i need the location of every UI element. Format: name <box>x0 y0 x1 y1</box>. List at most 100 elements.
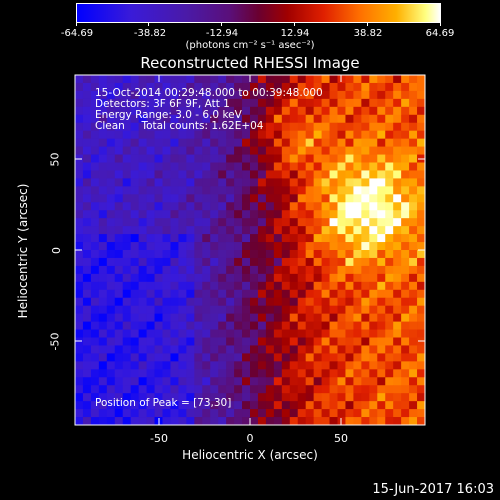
heatmap-cell <box>369 178 378 187</box>
heatmap-cell <box>226 401 235 410</box>
heatmap-cell <box>369 345 378 354</box>
heatmap-cell <box>186 297 195 307</box>
heatmap-cell <box>369 321 378 330</box>
heatmap-cell <box>106 313 116 322</box>
heatmap-cell <box>170 401 179 410</box>
heatmap-cell <box>329 321 338 330</box>
heatmap-cell <box>273 90 283 100</box>
heatmap-cell <box>114 82 124 92</box>
heatmap-cell <box>361 122 370 132</box>
heatmap-cell <box>305 146 315 155</box>
heatmap-cell <box>75 281 84 291</box>
heatmap-cell <box>98 138 108 147</box>
heatmap-cell <box>313 417 322 425</box>
heatmap-cell <box>305 90 315 100</box>
heatmap-cell <box>178 353 187 362</box>
heatmap-cell <box>82 90 92 100</box>
heatmap-cell <box>75 417 84 425</box>
heatmap-cell <box>194 106 203 116</box>
heatmap-cell <box>361 409 370 418</box>
heatmap-cell <box>106 90 116 100</box>
heatmap-cell <box>265 170 275 179</box>
heatmap-cell <box>138 289 147 299</box>
heatmap-cell <box>162 265 171 275</box>
heatmap-cell <box>210 114 219 124</box>
heatmap-cell <box>417 138 425 147</box>
heatmap-cell <box>289 265 299 275</box>
heatmap-cell <box>313 369 322 378</box>
heatmap-cell <box>226 234 235 243</box>
heatmap-cell <box>178 305 187 315</box>
heatmap-cell <box>130 329 140 338</box>
heatmap-cell <box>154 210 163 219</box>
heatmap-cell <box>75 138 84 147</box>
heatmap-cell <box>385 401 394 410</box>
heatmap-cell <box>82 337 92 346</box>
heatmap-cell <box>289 242 299 251</box>
heatmap-cell <box>162 146 171 155</box>
heatmap-cell <box>154 257 163 267</box>
heatmap-cell <box>122 257 132 267</box>
heatmap-cell <box>186 385 195 394</box>
heatmap-cell <box>257 242 267 251</box>
heatmap-cell <box>250 401 259 410</box>
heatmap-cell <box>353 90 362 100</box>
heatmap-cell <box>146 218 155 227</box>
heatmap-cell <box>186 305 195 315</box>
heatmap-cell <box>130 377 140 386</box>
heatmap-cell <box>353 369 362 378</box>
heatmap-cell <box>226 202 235 211</box>
heatmap-cell <box>305 106 315 116</box>
heatmap-cell <box>82 202 92 211</box>
heatmap-cell <box>345 329 354 338</box>
heatmap-cell <box>75 242 84 251</box>
heatmap-cell <box>281 289 291 299</box>
heatmap-cell <box>313 218 322 227</box>
heatmap-cell <box>409 337 418 346</box>
heatmap-cell <box>273 186 283 195</box>
heatmap-cell <box>401 138 410 147</box>
heatmap-cell <box>90 273 100 283</box>
heatmap-cell <box>417 401 425 410</box>
heatmap-cell <box>106 75 116 84</box>
heatmap-cell <box>369 369 378 378</box>
heatmap-cell <box>377 178 386 187</box>
heatmap-cell <box>130 130 140 140</box>
heatmap-cell <box>170 138 179 147</box>
heatmap-cell <box>218 377 227 386</box>
heatmap-cell <box>385 297 394 307</box>
heatmap-cell <box>353 305 362 315</box>
heatmap-cell <box>321 138 330 147</box>
heatmap-cell <box>162 194 171 203</box>
heatmap-cell <box>409 385 418 394</box>
heatmap-cell <box>289 409 299 418</box>
heatmap-cell <box>313 257 322 267</box>
heatmap-cell <box>281 361 291 370</box>
heatmap-cell <box>337 122 346 132</box>
heatmap-cell <box>377 289 386 299</box>
heatmap-cell <box>417 194 425 203</box>
heatmap-cell <box>75 178 84 187</box>
heatmap-cell <box>90 417 100 425</box>
heatmap-cell <box>242 210 251 219</box>
heatmap-cell <box>186 170 195 179</box>
heatmap-cell <box>194 138 203 147</box>
heatmap-cell <box>313 313 322 322</box>
heatmap-cell <box>377 409 386 418</box>
heatmap-cell <box>202 122 211 132</box>
heatmap-cell <box>82 98 92 108</box>
heatmap-cell <box>281 210 291 219</box>
heatmap-cell <box>369 329 378 338</box>
heatmap-cell <box>138 393 147 402</box>
heatmap-cell <box>226 98 235 108</box>
heatmap-cell <box>377 170 386 179</box>
heatmap-cell <box>377 393 386 402</box>
heatmap-cell <box>90 321 100 330</box>
heatmap-cell <box>305 345 315 354</box>
heatmap-cell <box>297 122 307 132</box>
heatmap-cell <box>194 75 203 84</box>
heatmap-cell <box>305 321 315 330</box>
heatmap-cell <box>154 401 163 410</box>
heatmap-cell <box>146 154 155 163</box>
y-tick-label: 0 <box>50 247 63 254</box>
